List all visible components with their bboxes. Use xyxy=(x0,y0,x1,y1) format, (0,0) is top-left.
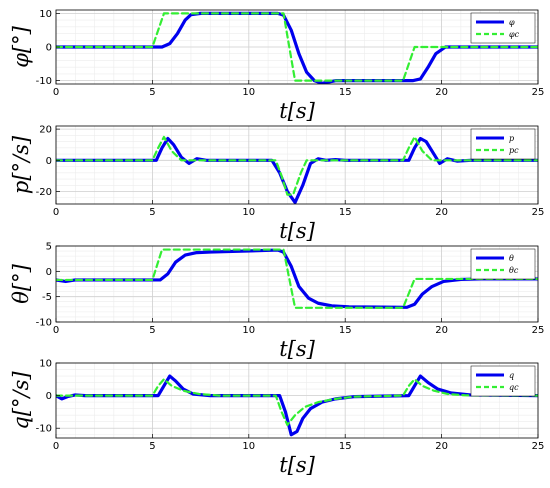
y-axis-label: q[°/s] xyxy=(9,371,33,430)
x-tick-label: 25 xyxy=(532,441,545,452)
x-axis-label: t[s] xyxy=(279,453,315,477)
x-tick-label: 10 xyxy=(242,207,255,218)
series-line-response xyxy=(56,11,538,84)
series-line-command xyxy=(56,135,538,196)
y-tick-label: 20 xyxy=(39,125,52,136)
x-tick-label: 5 xyxy=(149,441,155,452)
x-tick-label: 0 xyxy=(53,441,59,452)
series-line-command xyxy=(56,248,538,309)
x-tick-label: 10 xyxy=(242,441,255,452)
legend-entry: θc xyxy=(509,266,519,275)
x-tick-label: 25 xyxy=(532,207,545,218)
legend-box xyxy=(470,128,536,160)
x-tick-label: 15 xyxy=(339,87,352,98)
x-tick-label: 20 xyxy=(435,325,448,336)
y-tick-label: 10 xyxy=(39,9,52,20)
x-tick-label: 20 xyxy=(435,207,448,218)
x-tick-label: 5 xyxy=(149,325,155,336)
x-tick-label: 5 xyxy=(149,87,155,98)
legend-box xyxy=(470,248,536,280)
y-tick-label: -10 xyxy=(36,424,52,435)
series-line-response xyxy=(56,248,538,309)
x-axis-label: t[s] xyxy=(279,219,315,243)
legend-box xyxy=(470,12,536,44)
theta-subplot: 0 5 10 15 20 25 -10 -5 0 5 t[s] θ[°] θ θc xyxy=(9,242,544,362)
legend-entry: θ xyxy=(509,254,514,263)
y-tick-label: -10 xyxy=(36,76,52,87)
legend-entry: φ xyxy=(509,18,515,27)
y-tick-label: 10 xyxy=(39,359,52,370)
x-tick-label: 25 xyxy=(532,325,545,336)
series-line-command xyxy=(56,12,538,82)
x-tick-label: 15 xyxy=(339,441,352,452)
legend-entry: qc xyxy=(509,383,519,392)
x-tick-label: 10 xyxy=(242,325,255,336)
series-line-response xyxy=(56,374,538,437)
y-tick-label: 0 xyxy=(46,391,52,402)
axes-frame xyxy=(55,362,539,439)
y-tick-label: -5 xyxy=(42,292,52,303)
y-tick-label: -20 xyxy=(36,187,52,198)
x-axis-label: t[s] xyxy=(279,337,315,361)
y-axis-label: p[°/s] xyxy=(9,135,33,194)
legend-entry: φc xyxy=(509,30,520,39)
plot-area xyxy=(56,363,538,438)
x-tick-label: 20 xyxy=(435,87,448,98)
x-tick-label: 0 xyxy=(53,325,59,336)
x-tick-label: 0 xyxy=(53,207,59,218)
y-tick-label: 5 xyxy=(46,242,52,253)
plot-area xyxy=(56,126,538,204)
legend-entry: q xyxy=(509,371,514,380)
legend-entry: p xyxy=(509,134,514,143)
x-tick-label: 20 xyxy=(435,441,448,452)
x-tick-label: 5 xyxy=(149,207,155,218)
y-tick-label: -10 xyxy=(36,318,52,329)
axes-frame xyxy=(55,245,539,323)
y-tick-label: 0 xyxy=(46,43,52,54)
legend-entry: pc xyxy=(509,146,519,155)
series-line-response xyxy=(56,136,538,204)
y-tick-label: 0 xyxy=(46,267,52,278)
x-tick-label: 15 xyxy=(339,325,352,336)
series-line-command xyxy=(56,378,538,427)
y-axis-label: φ[°] xyxy=(9,25,33,67)
x-tick-label: 10 xyxy=(242,87,255,98)
legend-box xyxy=(470,365,536,397)
x-tick-label: 15 xyxy=(339,207,352,218)
y-axis-label: θ[°] xyxy=(9,263,33,303)
x-axis-label: t[s] xyxy=(279,99,315,123)
axes-frame xyxy=(55,125,539,205)
x-tick-label: 25 xyxy=(532,87,545,98)
y-tick-label: 0 xyxy=(46,156,52,167)
x-tick-label: 0 xyxy=(53,87,59,98)
